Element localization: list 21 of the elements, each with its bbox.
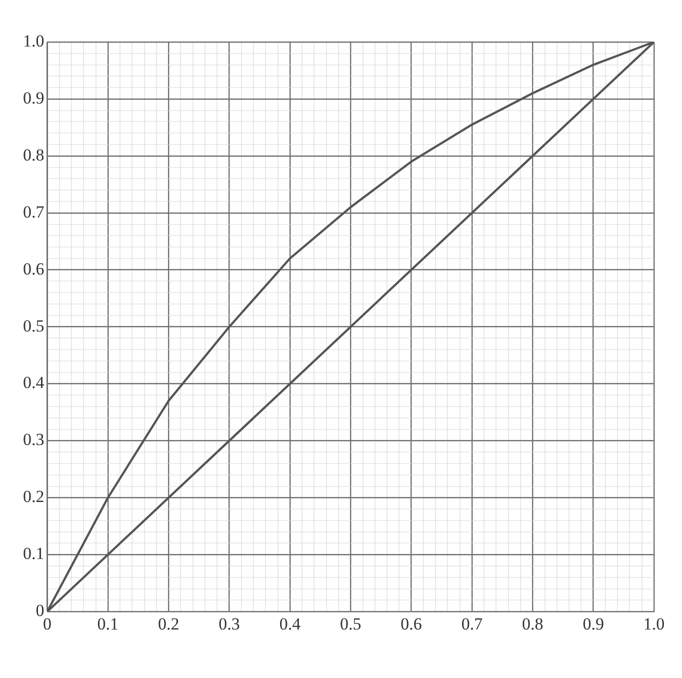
- y-tick-label: 0.2: [23, 487, 44, 506]
- x-tick-label: 0.3: [218, 614, 240, 634]
- y-tick-label: 0.5: [23, 316, 44, 336]
- x-tick-label: 1.0: [643, 614, 665, 634]
- x-tick-label: 0.5: [340, 614, 362, 634]
- y-tick-label: 0.9: [23, 88, 44, 108]
- x-tick-label: 0.4: [279, 614, 302, 634]
- x-tick-label: 0.7: [461, 614, 484, 634]
- y-tick-label: 0.8: [23, 145, 44, 164]
- x-tick-label: 0.6: [400, 614, 422, 634]
- y-tick-label: 0.4: [23, 373, 45, 392]
- x-tick-label: 0.1: [97, 614, 119, 634]
- x-tick-label: 0.8: [522, 614, 544, 634]
- y-tick-label: 0: [36, 601, 44, 620]
- y-tick-label: 0.7: [23, 202, 45, 222]
- y-tick-label: 1.0: [23, 31, 44, 50]
- x-tick-label: 0.9: [582, 614, 604, 634]
- x-tick-label: 0.2: [158, 614, 180, 634]
- y-tick-label: 0.6: [23, 259, 44, 278]
- y-tick-label: 0.3: [23, 430, 44, 450]
- y-tick-label: 0.1: [23, 544, 44, 564]
